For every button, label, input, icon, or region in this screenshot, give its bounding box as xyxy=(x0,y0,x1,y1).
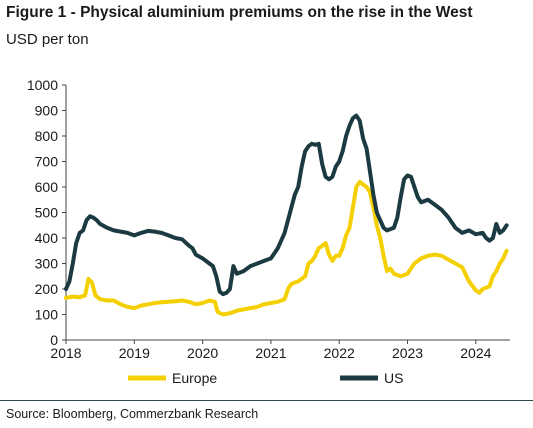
chart-canvas: 0 100 200 300 400 500 600 700 800 900 1000 2018 2019… xyxy=(27,77,510,386)
x-tick-label: 2020 xyxy=(187,345,218,361)
x-tick-label: 2024 xyxy=(460,345,491,361)
y-tick-label: 100 xyxy=(35,307,59,323)
y-tick-label: 1000 xyxy=(27,77,58,93)
x-tick-label: 2023 xyxy=(392,345,423,361)
source-divider xyxy=(0,400,533,401)
y-tick-label: 0 xyxy=(50,332,58,348)
y-tick-label: 200 xyxy=(35,281,59,297)
y-tick-label: 800 xyxy=(35,128,59,144)
chart-title: Figure 1 - Physical aluminium premiums o… xyxy=(6,4,473,21)
y-tick-label: 700 xyxy=(35,154,59,170)
legend-label-europe: Europe xyxy=(172,370,217,386)
y-tick-label: 900 xyxy=(35,103,59,119)
y-tick-label: 400 xyxy=(35,230,59,246)
chart-legend: Europe US xyxy=(128,370,403,386)
series-line-europe xyxy=(64,179,509,317)
y-tick-label: 600 xyxy=(35,179,59,195)
series-line-us xyxy=(64,113,509,297)
chart-series xyxy=(64,113,509,317)
y-tick-label: 300 xyxy=(35,256,59,272)
x-tick-label: 2018 xyxy=(50,345,81,361)
y-tick-label: 500 xyxy=(35,205,59,221)
x-tick-label: 2022 xyxy=(324,345,355,361)
x-tick-label: 2019 xyxy=(119,345,150,361)
chart-axes: 0 100 200 300 400 500 600 700 800 900 1000 2018 2019… xyxy=(27,77,510,361)
x-tick-label: 2021 xyxy=(255,345,286,361)
legend-label-us: US xyxy=(384,370,403,386)
chart-subtitle: USD per ton xyxy=(6,31,89,48)
source-note: Source: Bloomberg, Commerzbank Research xyxy=(6,407,259,421)
